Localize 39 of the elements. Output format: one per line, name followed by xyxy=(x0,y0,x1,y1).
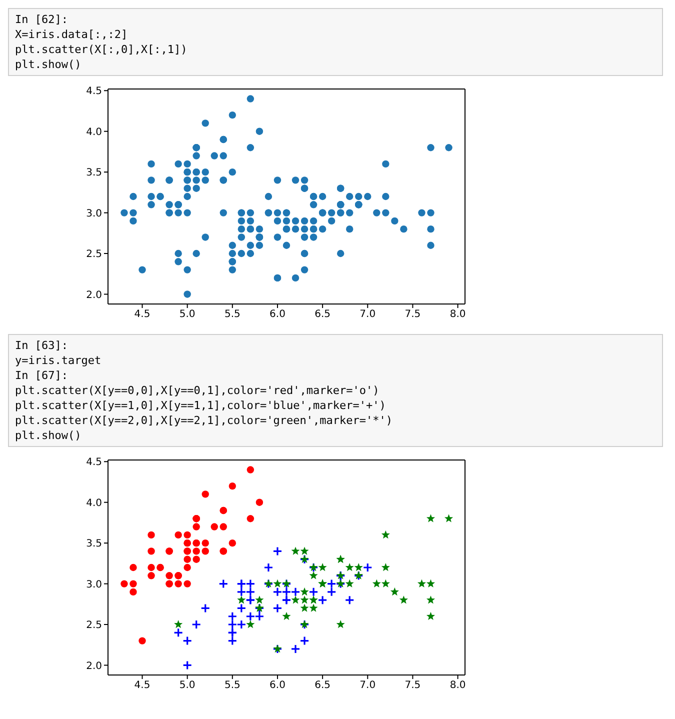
text: X=iris.data[:,:2] xyxy=(15,27,129,42)
text: In [63]: xyxy=(15,338,69,353)
text: plt.scatter(X[y==1,0],X[y==1,1],color='blue',marker='+') xyxy=(15,398,387,413)
y-tick-label: 2.5 xyxy=(86,249,102,260)
y-tick-label: 4.5 xyxy=(86,86,102,98)
text: In [62]: xyxy=(15,12,69,27)
y-tick-label: 3.5 xyxy=(86,538,102,550)
text: plt.scatter(X[y==0,0],X[y==0,1],color='red',marker='o') xyxy=(15,383,380,398)
text: In [67]: xyxy=(15,368,69,383)
x-tick-label: 8.0 xyxy=(450,309,466,320)
x-tick-label: 6.5 xyxy=(314,309,331,320)
x-tick-label: 4.5 xyxy=(134,309,150,320)
x-tick-label: 7.0 xyxy=(360,680,376,692)
x-tick-label: 6.0 xyxy=(270,680,286,692)
x-tick-label: 6.0 xyxy=(270,309,286,320)
y-tick-label: 4.0 xyxy=(86,126,102,138)
y-tick-label: 2.0 xyxy=(86,290,102,301)
y-tick-label: 3.5 xyxy=(86,168,102,179)
text: plt.show() xyxy=(15,57,82,72)
x-tick-label: 7.5 xyxy=(404,680,421,692)
y-tick-label: 2.0 xyxy=(86,660,102,672)
x-tick-label: 5.0 xyxy=(179,309,196,320)
text: plt.scatter(X[y==2,0],X[y==2,1],color='green',marker='*') xyxy=(15,413,394,428)
text: plt.scatter(X[:,0],X[:,1]) xyxy=(15,42,188,57)
text: y=iris.target xyxy=(15,353,102,368)
y-tick-label: 4.5 xyxy=(86,457,102,468)
x-tick-label: 6.5 xyxy=(314,680,331,692)
x-tick-label: 7.5 xyxy=(404,309,421,320)
y-tick-label: 3.0 xyxy=(86,208,102,220)
y-tick-label: 4.0 xyxy=(86,498,102,509)
x-tick-label: 7.0 xyxy=(360,309,376,320)
x-tick-label: 5.5 xyxy=(224,680,240,692)
x-tick-label: 8.0 xyxy=(450,680,466,692)
x-tick-label: 4.5 xyxy=(134,680,150,692)
x-tick-label: 5.5 xyxy=(224,309,240,320)
text: plt.show() xyxy=(15,428,82,443)
x-tick-label: 5.0 xyxy=(179,680,196,692)
y-tick-label: 3.0 xyxy=(86,579,102,590)
y-tick-label: 2.5 xyxy=(86,620,102,632)
